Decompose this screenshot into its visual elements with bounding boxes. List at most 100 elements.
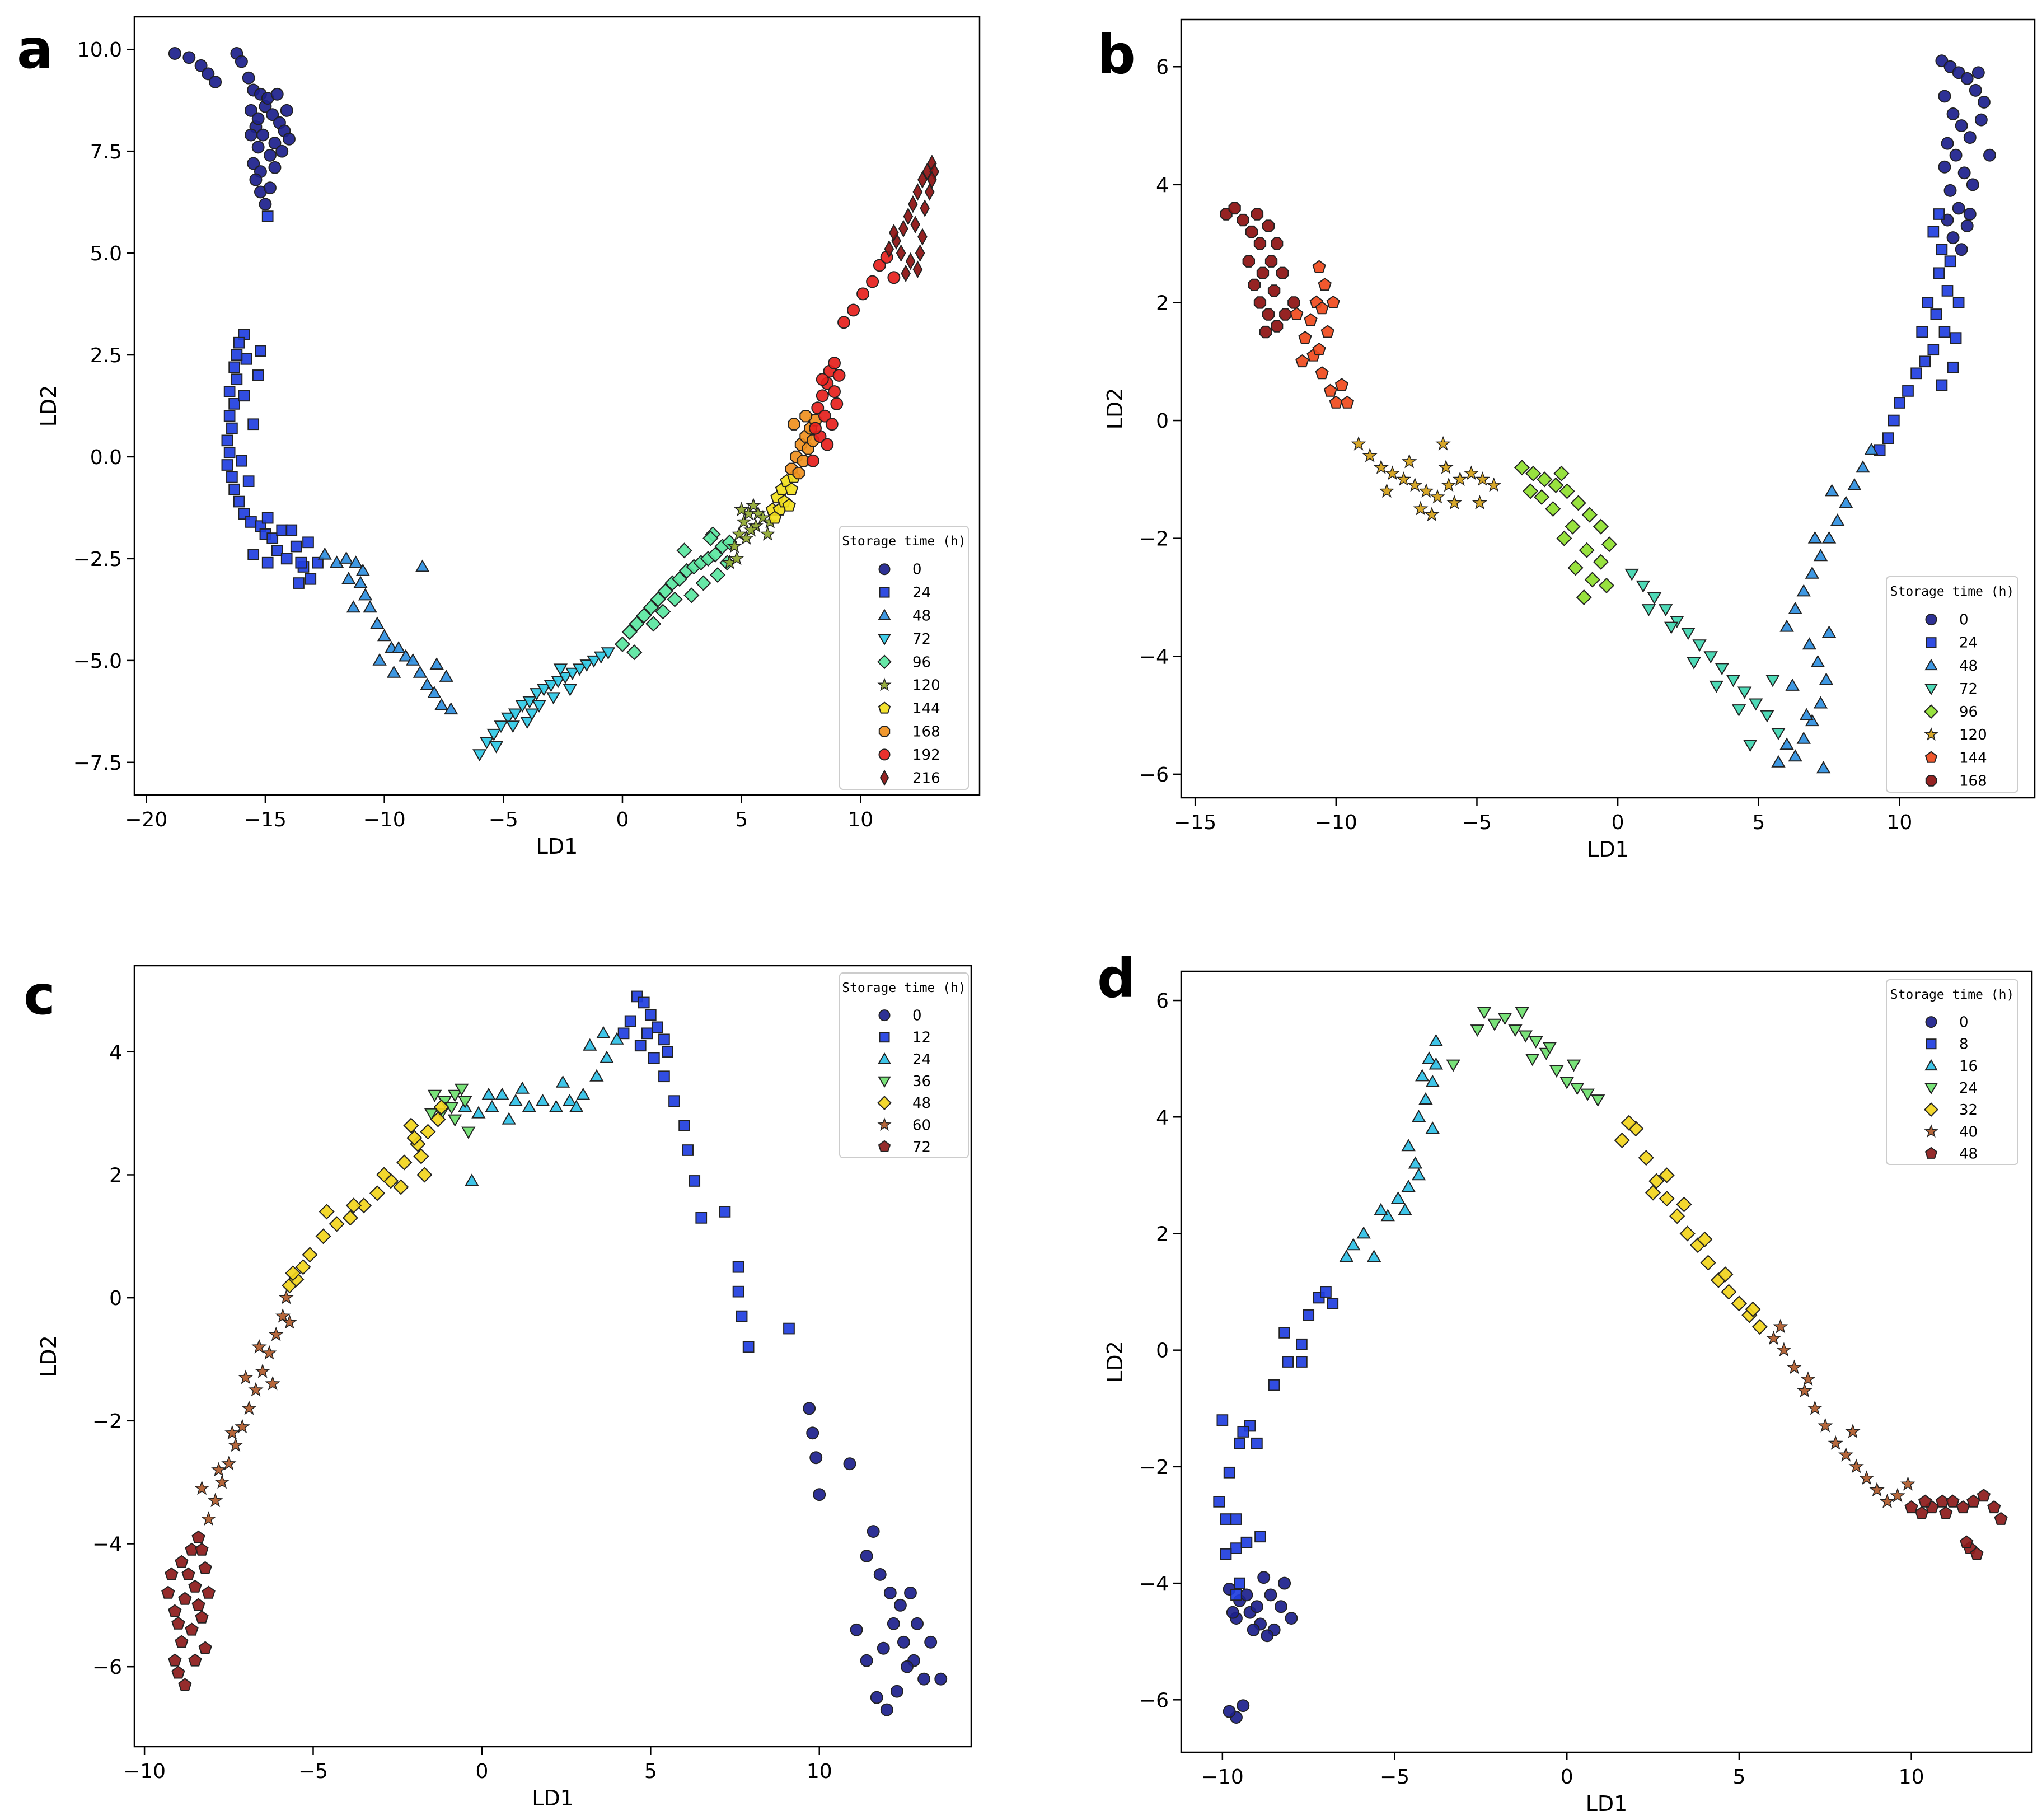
data-point (1285, 1612, 1298, 1625)
data-point (707, 546, 723, 563)
data-point (275, 1308, 291, 1323)
data-point (1919, 355, 1931, 368)
data-point (1362, 447, 1378, 462)
legend-box (1886, 576, 2018, 793)
legend-entry-label: 24 (1959, 1080, 1978, 1097)
data-point (884, 240, 894, 258)
legend-marker (878, 609, 891, 620)
data-point (1819, 672, 1834, 685)
data-point (1250, 1600, 1263, 1613)
data-point (1525, 1054, 1540, 1066)
x-tick-label: −15 (244, 808, 287, 831)
data-point (887, 271, 901, 284)
data-point (1983, 148, 1996, 162)
data-point (1508, 1024, 1523, 1037)
data-point (1721, 1284, 1737, 1300)
data-point (235, 1419, 250, 1434)
data-point (1977, 95, 1991, 109)
data-point (280, 553, 293, 565)
data-point (610, 1032, 624, 1045)
data-point (182, 51, 196, 64)
data-point (1549, 1065, 1564, 1078)
data-point (489, 741, 504, 754)
x-tick-label: −5 (298, 1760, 328, 1783)
data-point (1952, 202, 1965, 215)
data-point (1914, 1506, 1929, 1519)
legend-entry-label: 60 (912, 1117, 931, 1134)
data-point (1676, 1196, 1692, 1213)
data-point (495, 1087, 509, 1100)
data-point (420, 677, 434, 690)
legend-marker (879, 1032, 890, 1043)
plot-frame (133, 965, 972, 1748)
data-point (1548, 477, 1564, 493)
data-point (1429, 1033, 1444, 1046)
y-axis-label: LD2 (36, 385, 61, 427)
data-point (806, 1426, 819, 1440)
data-point (915, 244, 925, 262)
data-point (1624, 568, 1639, 581)
data-point (1904, 1500, 1918, 1514)
data-point (1864, 442, 1879, 455)
data-point (1334, 378, 1349, 391)
legend-marker (1926, 1038, 1937, 1050)
legend-entry-label: 216 (912, 770, 940, 787)
legend-title: Storage time (h) (1890, 988, 2015, 1002)
data-point (194, 1480, 210, 1495)
data-point (1438, 459, 1454, 474)
legend-marker (878, 1076, 891, 1088)
data-point (1916, 326, 1928, 338)
data-point (1373, 460, 1389, 474)
data-point (1534, 489, 1550, 506)
data-point (1856, 460, 1870, 473)
data-point (1731, 704, 1746, 717)
data-point (1275, 1600, 1287, 1613)
data-point (572, 663, 587, 676)
y-tick-label: 4 (109, 1041, 122, 1064)
data-point (1669, 1208, 1685, 1224)
data-point (363, 600, 377, 613)
series-48h (1904, 1489, 2008, 1560)
series-24h (1446, 1007, 1605, 1107)
legend-entry-label: 24 (912, 584, 931, 601)
data-point (1514, 460, 1530, 476)
legend-marker (879, 769, 889, 786)
data-point (1966, 178, 1979, 191)
data-point (228, 398, 240, 410)
data-point (1788, 601, 1802, 614)
data-point (228, 361, 240, 373)
data-point (247, 157, 260, 170)
legend-entry-label: 48 (912, 1095, 931, 1112)
data-point (1648, 1173, 1665, 1189)
data-point (251, 141, 265, 154)
data-point (551, 676, 565, 689)
data-point (236, 455, 247, 467)
data-point (799, 410, 812, 423)
data-point (1565, 518, 1581, 535)
data-point (185, 1622, 199, 1636)
data-point (1254, 1531, 1266, 1543)
y-tick-label: −4 (92, 1533, 122, 1556)
data-point (1463, 465, 1479, 480)
data-point (1315, 301, 1329, 315)
plot-frame (1180, 970, 2033, 1753)
data-point (194, 59, 208, 72)
data-point (710, 567, 726, 583)
data-point (1703, 651, 1718, 664)
data-point (1726, 675, 1741, 687)
data-point (782, 498, 796, 512)
data-point (1936, 379, 1948, 391)
data-point (1251, 1437, 1263, 1449)
data-point (1737, 686, 1752, 699)
x-tick-label: 5 (735, 808, 748, 831)
data-point (1413, 500, 1429, 516)
data-point (1259, 325, 1272, 339)
data-point (1290, 307, 1304, 320)
legend-entry-label: 144 (1959, 750, 1987, 766)
data-point (1356, 1226, 1371, 1239)
data-point (811, 401, 825, 415)
data-point (1941, 285, 1954, 297)
data-point (1515, 1007, 1529, 1019)
data-point (1955, 119, 1968, 132)
y-tick-label: 5.0 (90, 242, 122, 265)
